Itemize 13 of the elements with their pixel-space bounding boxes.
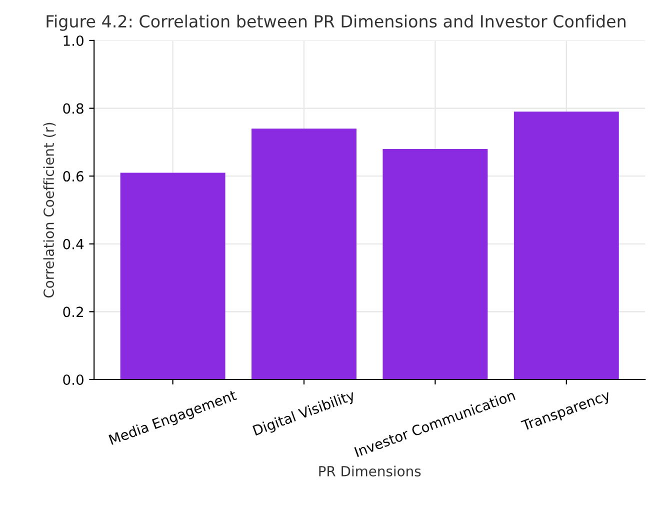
y-tick-label: 0.2 <box>63 306 83 318</box>
bar <box>514 112 619 380</box>
y-tick-label: 0.0 <box>63 374 84 385</box>
y-tick-label: 1.0 <box>64 35 84 46</box>
chart-title: Figure 4.2: Correlation between PR Dimensions and Investor Confiden <box>46 14 626 31</box>
bar <box>252 128 356 380</box>
bar <box>382 148 488 380</box>
y-tick-label: 0.8 <box>63 103 84 114</box>
y-axis-title: Correlation Coefficient (r) <box>43 122 56 298</box>
y-tick-label: 0.4 <box>63 238 84 250</box>
x-axis-title: PR Dimensions <box>319 466 421 476</box>
bar <box>120 172 226 380</box>
y-tick-label: 0.6 <box>63 171 84 182</box>
